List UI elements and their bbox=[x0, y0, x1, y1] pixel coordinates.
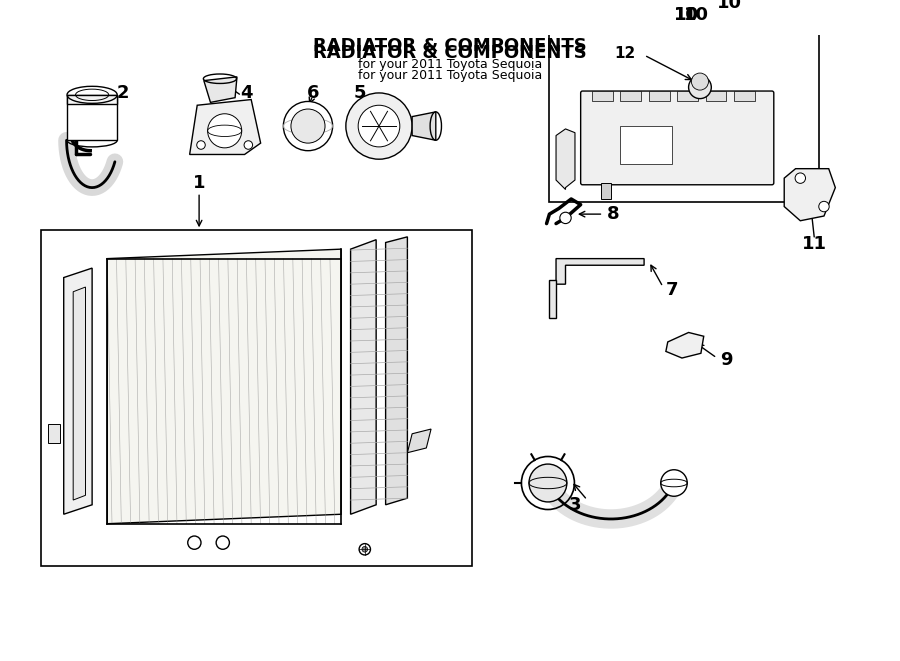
Text: 5: 5 bbox=[354, 84, 366, 102]
Polygon shape bbox=[351, 240, 376, 514]
Circle shape bbox=[291, 109, 325, 143]
Text: 11: 11 bbox=[802, 235, 827, 253]
Bar bbox=[649, 91, 670, 100]
Circle shape bbox=[346, 93, 412, 159]
Text: 7: 7 bbox=[666, 281, 679, 299]
Text: 10: 10 bbox=[684, 7, 708, 24]
Bar bbox=[592, 91, 613, 100]
Circle shape bbox=[691, 73, 708, 90]
Circle shape bbox=[560, 212, 572, 223]
Circle shape bbox=[359, 543, 371, 555]
Text: for your 2011 Toyota Sequoia: for your 2011 Toyota Sequoia bbox=[358, 69, 542, 83]
Text: 10: 10 bbox=[716, 0, 742, 12]
Bar bbox=[549, 26, 819, 202]
Text: 10: 10 bbox=[674, 7, 699, 24]
Circle shape bbox=[244, 141, 253, 149]
Circle shape bbox=[284, 101, 333, 151]
Polygon shape bbox=[549, 258, 644, 284]
Text: 4: 4 bbox=[240, 84, 253, 102]
Bar bbox=[706, 91, 726, 100]
Text: 2: 2 bbox=[117, 84, 130, 102]
Text: RADIATOR & COMPONENTS: RADIATOR & COMPONENTS bbox=[313, 36, 587, 55]
Text: 1: 1 bbox=[193, 174, 205, 192]
Polygon shape bbox=[48, 424, 60, 444]
Circle shape bbox=[188, 536, 201, 549]
Circle shape bbox=[362, 547, 367, 552]
Polygon shape bbox=[203, 77, 237, 102]
Circle shape bbox=[358, 105, 400, 147]
Bar bbox=[41, 230, 472, 566]
Polygon shape bbox=[601, 183, 611, 199]
Text: 8: 8 bbox=[607, 205, 619, 223]
Text: for your 2011 Toyota Sequoia: for your 2011 Toyota Sequoia bbox=[358, 58, 542, 71]
Text: 9: 9 bbox=[720, 351, 733, 369]
Polygon shape bbox=[412, 112, 436, 140]
Circle shape bbox=[208, 114, 242, 148]
Text: 3: 3 bbox=[569, 496, 581, 514]
Bar bbox=[620, 126, 672, 164]
Text: 10: 10 bbox=[674, 7, 699, 24]
Polygon shape bbox=[64, 268, 92, 514]
Polygon shape bbox=[67, 95, 117, 104]
Circle shape bbox=[661, 470, 688, 496]
Polygon shape bbox=[107, 249, 341, 524]
Circle shape bbox=[688, 76, 711, 98]
Circle shape bbox=[529, 464, 567, 502]
Bar bbox=[693, 81, 706, 93]
Polygon shape bbox=[73, 287, 86, 500]
FancyBboxPatch shape bbox=[580, 91, 774, 185]
Polygon shape bbox=[784, 169, 835, 221]
Polygon shape bbox=[385, 237, 408, 505]
Polygon shape bbox=[666, 332, 704, 358]
Bar bbox=[677, 91, 698, 100]
Bar bbox=[620, 91, 641, 100]
Polygon shape bbox=[67, 95, 117, 140]
Circle shape bbox=[197, 141, 205, 149]
Text: RADIATOR & COMPONENTS: RADIATOR & COMPONENTS bbox=[313, 44, 587, 62]
Polygon shape bbox=[549, 280, 556, 318]
Circle shape bbox=[795, 173, 806, 183]
Circle shape bbox=[819, 202, 829, 212]
Polygon shape bbox=[190, 100, 261, 155]
Circle shape bbox=[216, 536, 230, 549]
Polygon shape bbox=[556, 129, 575, 190]
Text: 6: 6 bbox=[307, 84, 319, 102]
Text: 12: 12 bbox=[615, 46, 635, 61]
Polygon shape bbox=[408, 429, 431, 453]
Bar bbox=[734, 91, 755, 100]
